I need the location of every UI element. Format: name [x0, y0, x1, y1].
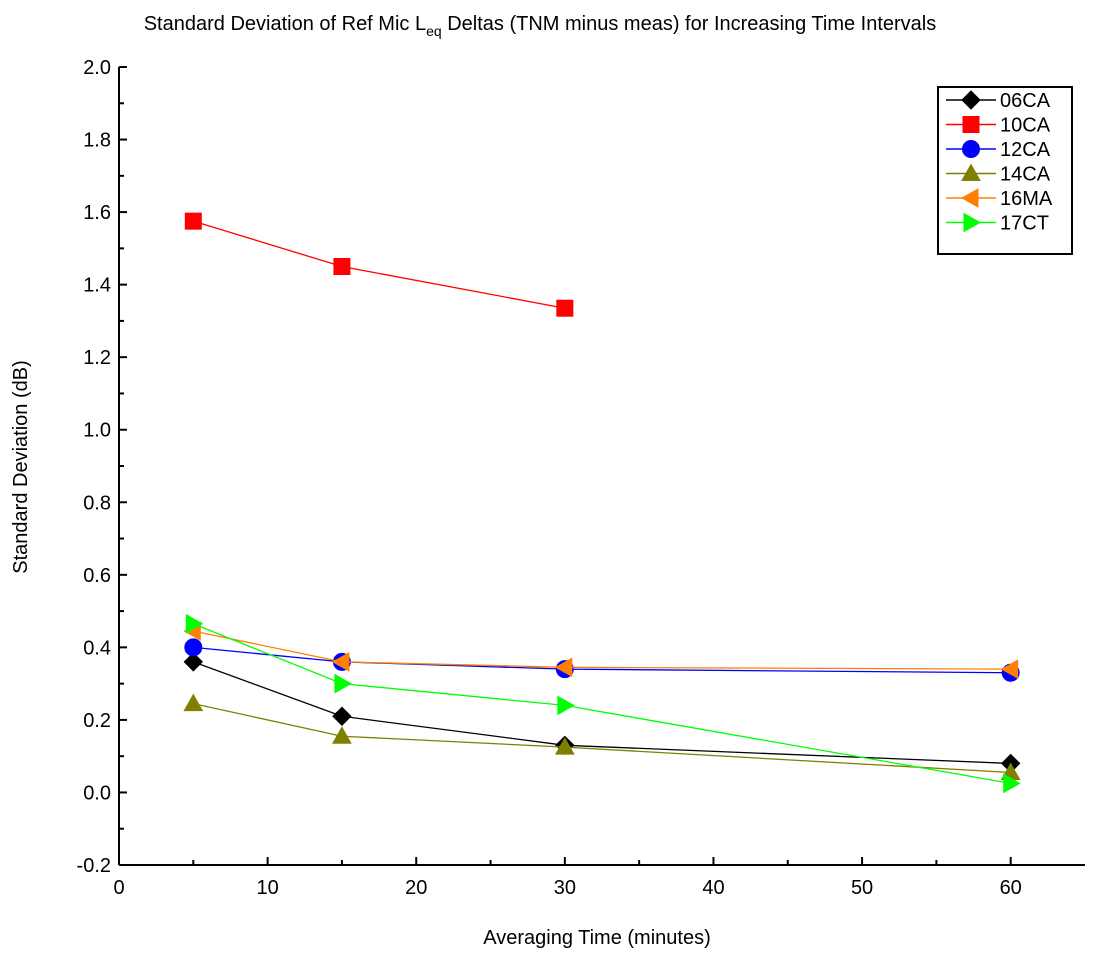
- data-point-10CA: [333, 258, 351, 275]
- legend-label-10CA: 10CA: [1000, 115, 1051, 137]
- x-tick-label: 20: [405, 877, 427, 899]
- chart-title-suffix: Deltas (TNM minus meas) for Increasing T…: [442, 13, 937, 35]
- legend-box: [937, 86, 1073, 255]
- data-point-12CA: [184, 638, 203, 657]
- chart-title-subscript: eq: [426, 23, 442, 39]
- y-tick-label: 0.6: [83, 565, 111, 587]
- y-tick-label: 1.6: [83, 202, 111, 224]
- x-tick-label: 60: [1000, 877, 1022, 899]
- data-point-17CT: [1003, 773, 1021, 794]
- series-line-10CA: [193, 220, 565, 309]
- data-point-17CT: [185, 613, 204, 634]
- y-tick-label: 0.0: [83, 782, 111, 804]
- y-tick-label: 1.2: [83, 347, 111, 369]
- chart-title-prefix: Standard Deviation of Ref Mic L: [144, 13, 426, 35]
- data-point-16MA: [331, 652, 350, 672]
- data-point-14CA: [554, 737, 575, 755]
- y-tick-label: 1.0: [83, 420, 111, 442]
- legend-marker-12CA: [962, 140, 980, 158]
- y-tick-label: 1.8: [83, 130, 111, 152]
- x-tick-label: 40: [702, 877, 724, 899]
- y-tick-label: 1.4: [83, 275, 111, 297]
- y-tick-label: 0.2: [83, 710, 111, 732]
- legend-label-16MA: 16MA: [1000, 188, 1053, 210]
- series-line-14CA: [193, 702, 1011, 774]
- x-tick-label: 50: [851, 877, 873, 899]
- data-point-06CA: [183, 652, 204, 672]
- chart-title: Standard Deviation of Ref Mic Leq Deltas…: [144, 13, 937, 39]
- data-point-10CA: [184, 212, 202, 230]
- series-line-06CA: [193, 661, 1011, 765]
- y-tick-label: 0.8: [83, 492, 111, 514]
- data-point-16MA: [1000, 659, 1019, 679]
- legend-label-17CT: 17CT: [1000, 213, 1049, 235]
- x-tick-label: 30: [554, 877, 576, 899]
- x-axis-title: Averaging Time (minutes): [483, 927, 711, 949]
- series-line-12CA: [193, 646, 1011, 674]
- legend-label-14CA: 14CA: [1000, 164, 1051, 186]
- data-point-17CT: [334, 673, 352, 694]
- data-point-10CA: [556, 299, 574, 317]
- series-line-17CT: [193, 623, 1011, 785]
- legend-label-06CA: 06CA: [1000, 90, 1051, 112]
- y-tick-label: -0.2: [77, 855, 111, 877]
- legend-marker-10CA: [962, 116, 980, 133]
- data-point-17CT: [557, 695, 575, 716]
- y-tick-label: 2.0: [83, 57, 111, 79]
- x-tick-label: 10: [256, 877, 278, 899]
- y-tick-label: 0.4: [83, 637, 111, 659]
- series-line-16MA: [193, 630, 1011, 670]
- data-point-06CA: [332, 706, 352, 726]
- x-tick-label: 0: [113, 877, 124, 899]
- legend-marker-17CT: [963, 212, 982, 233]
- legend-marker-06CA: [961, 90, 981, 110]
- data-point-16MA: [554, 657, 573, 678]
- data-point-14CA: [332, 726, 352, 744]
- legend-marker-14CA: [961, 163, 981, 181]
- legend-label-12CA: 12CA: [1000, 139, 1051, 161]
- data-point-14CA: [183, 693, 204, 712]
- plot-area: -0.2 0.0 0.2 0.4 0.6 0.8 1.0 1.2 1.4 1.6 1.8 2.0 0 10…: [77, 57, 1085, 899]
- legend-marker-16MA: [960, 188, 979, 208]
- y-axis-title: Standard Deviation (dB): [10, 360, 32, 573]
